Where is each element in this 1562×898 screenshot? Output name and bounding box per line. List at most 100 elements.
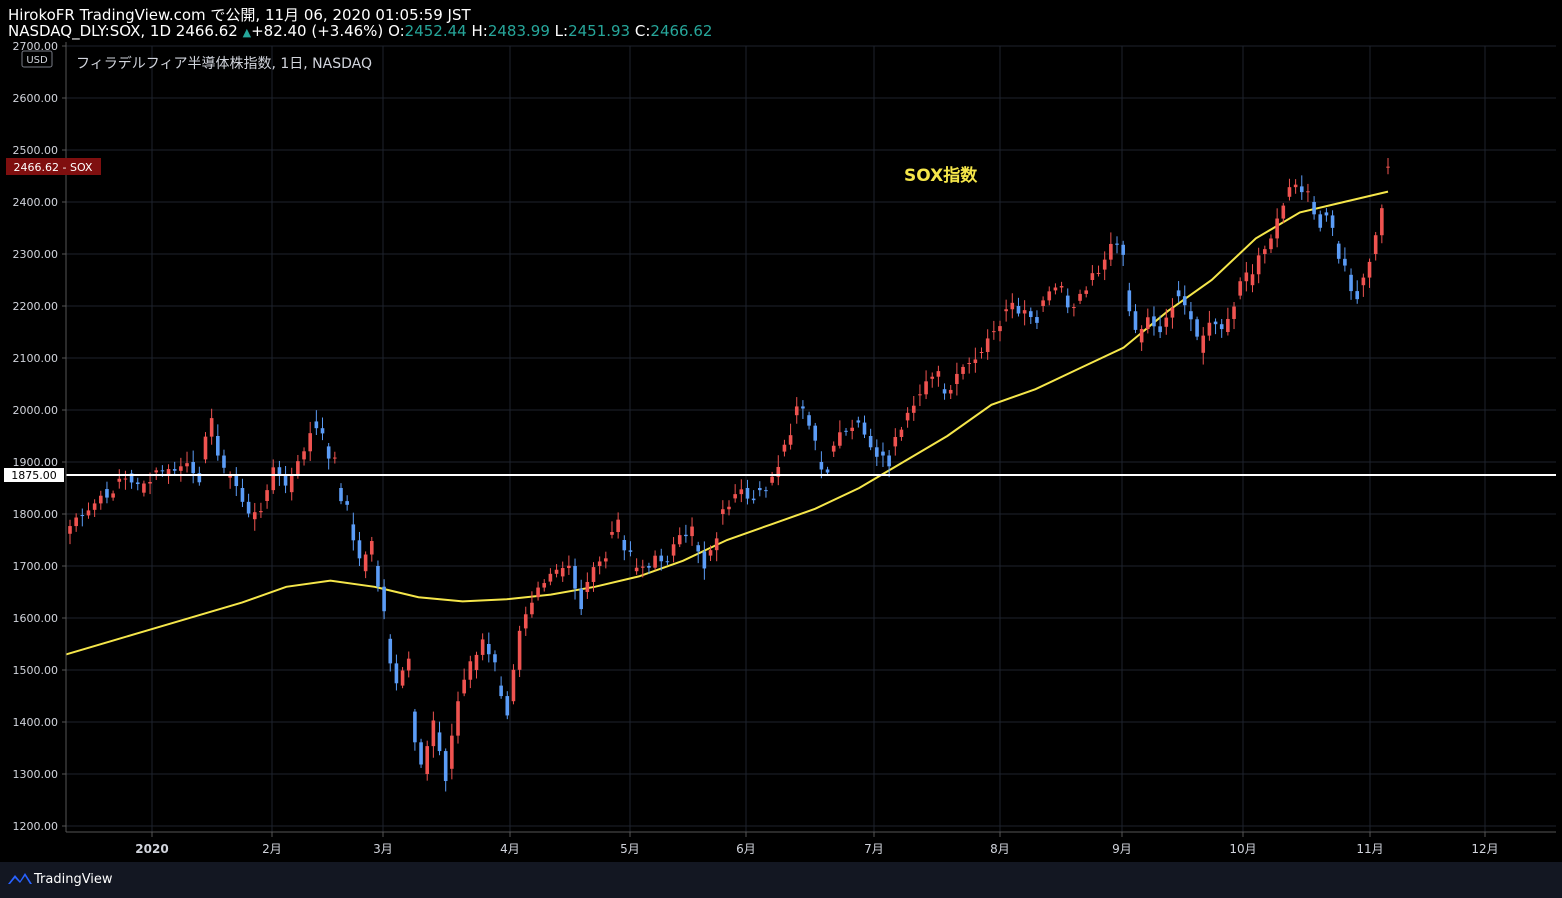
candle-body bbox=[1133, 311, 1138, 330]
candle-body bbox=[1127, 290, 1132, 312]
candle-body bbox=[80, 515, 85, 517]
candle-body bbox=[1121, 244, 1125, 255]
candle-body bbox=[739, 489, 744, 495]
candle-body bbox=[1238, 281, 1242, 296]
close-value: 2466.62 bbox=[650, 22, 713, 40]
x-tick-label: 2月 bbox=[262, 842, 282, 856]
candle-body bbox=[246, 501, 251, 514]
candle-body bbox=[918, 394, 922, 396]
candle-body bbox=[468, 661, 473, 680]
candle-body bbox=[1306, 191, 1310, 193]
candle-body bbox=[542, 583, 547, 588]
candle-body bbox=[431, 720, 436, 747]
low-label: L: bbox=[554, 22, 569, 40]
candle-body bbox=[1115, 243, 1119, 245]
chart-annotation[interactable]: SOX指数 bbox=[904, 165, 978, 186]
candle-body bbox=[1047, 291, 1052, 301]
candle-body bbox=[105, 489, 109, 498]
candle-body bbox=[1232, 306, 1236, 319]
high-value: 2483.99 bbox=[487, 22, 550, 40]
candle-body bbox=[419, 742, 423, 765]
symbol-label[interactable]: NASDAQ_DLY:SOX, 1D bbox=[8, 22, 172, 40]
candle-body bbox=[142, 483, 146, 493]
candle-body bbox=[1275, 218, 1279, 239]
tradingview-logo-icon[interactable] bbox=[8, 871, 32, 889]
candle-body bbox=[1072, 307, 1076, 309]
candle-body bbox=[480, 639, 485, 655]
y-tick-label: 2600.00 bbox=[13, 92, 59, 105]
y-tick-label: 1200.00 bbox=[13, 820, 59, 833]
brand-name[interactable]: TradingView bbox=[34, 872, 113, 887]
candle-body bbox=[1373, 235, 1378, 254]
time-axis[interactable]: 2020 2月 3月 4月 5月 6月 7月 8月 9月 10月 11月 12月 bbox=[135, 832, 1499, 856]
moving-average-line bbox=[65, 190, 1389, 656]
candle-body bbox=[363, 554, 368, 572]
candle-body bbox=[259, 511, 263, 513]
candle-body bbox=[289, 475, 294, 493]
candle-body bbox=[308, 433, 312, 452]
price-axis[interactable]: 1200.00 1300.00 1400.00 1500.00 1600.00 1700.… bbox=[13, 40, 67, 833]
candle-body bbox=[727, 506, 731, 510]
x-tick-label: 4月 bbox=[500, 842, 520, 856]
candle-body bbox=[1201, 335, 1206, 353]
candle-body bbox=[240, 488, 245, 502]
candle-body bbox=[98, 495, 103, 504]
candle-body bbox=[1361, 277, 1366, 286]
candle-body bbox=[1367, 261, 1372, 278]
candle-body bbox=[283, 475, 288, 486]
candle-body bbox=[1010, 302, 1015, 310]
chart-grid bbox=[66, 45, 1556, 832]
level-price-badge bbox=[4, 468, 64, 482]
candle-body bbox=[517, 630, 522, 670]
candle-body bbox=[376, 566, 380, 587]
currency-label: USD bbox=[26, 55, 48, 66]
candle-body bbox=[825, 469, 830, 473]
candle-body bbox=[936, 371, 941, 377]
candle-body bbox=[1176, 290, 1181, 297]
candle-body bbox=[1380, 208, 1384, 236]
candle-body bbox=[209, 418, 214, 437]
candle-body bbox=[831, 445, 836, 452]
y-tick-label: 1900.00 bbox=[13, 456, 59, 469]
high-label: H: bbox=[471, 22, 488, 40]
candle-body bbox=[425, 746, 430, 774]
candle-body bbox=[523, 614, 528, 629]
candle-body bbox=[634, 567, 639, 572]
candle-body bbox=[216, 436, 220, 456]
candle-body bbox=[721, 509, 725, 514]
candle-body bbox=[640, 566, 645, 568]
candle-body bbox=[228, 475, 232, 478]
candle-body bbox=[1146, 317, 1150, 330]
candle-body bbox=[333, 457, 337, 459]
candle-body bbox=[604, 558, 608, 562]
candle-body bbox=[234, 475, 239, 487]
candle-body bbox=[856, 420, 861, 423]
y-tick-label: 1600.00 bbox=[13, 612, 59, 625]
candle-body bbox=[961, 366, 965, 374]
candle-body bbox=[1318, 214, 1323, 228]
candle-body bbox=[733, 494, 737, 499]
candle-body bbox=[1016, 306, 1021, 314]
candle-body bbox=[1109, 243, 1113, 260]
candle-body bbox=[813, 425, 818, 441]
x-tick-label: 11月 bbox=[1356, 842, 1383, 856]
candle-body bbox=[1343, 258, 1347, 266]
ohlc-legend: NASDAQ_DLY:SOX, 1D 2466.62 ▲+82.40 (+3.4… bbox=[8, 22, 712, 40]
currency-badge[interactable] bbox=[21, 50, 53, 68]
candle-body bbox=[92, 503, 97, 510]
candle-body bbox=[68, 526, 72, 534]
candle-body bbox=[665, 561, 670, 563]
candle-body bbox=[924, 381, 928, 395]
candle-body bbox=[111, 493, 115, 498]
x-tick-label: 7月 bbox=[864, 842, 884, 856]
candle-body bbox=[948, 389, 953, 394]
candle-body bbox=[684, 534, 688, 537]
candle-body bbox=[1059, 286, 1064, 288]
candle-body bbox=[252, 512, 257, 520]
candle-body bbox=[653, 555, 657, 568]
y-tick-label: 1300.00 bbox=[13, 768, 59, 781]
candle-body bbox=[597, 561, 602, 566]
price-chart[interactable]: 1200.00 1300.00 1400.00 1500.00 1600.00 1700.… bbox=[0, 0, 1562, 862]
candle-body bbox=[394, 663, 399, 684]
y-tick-label: 1800.00 bbox=[13, 508, 59, 521]
